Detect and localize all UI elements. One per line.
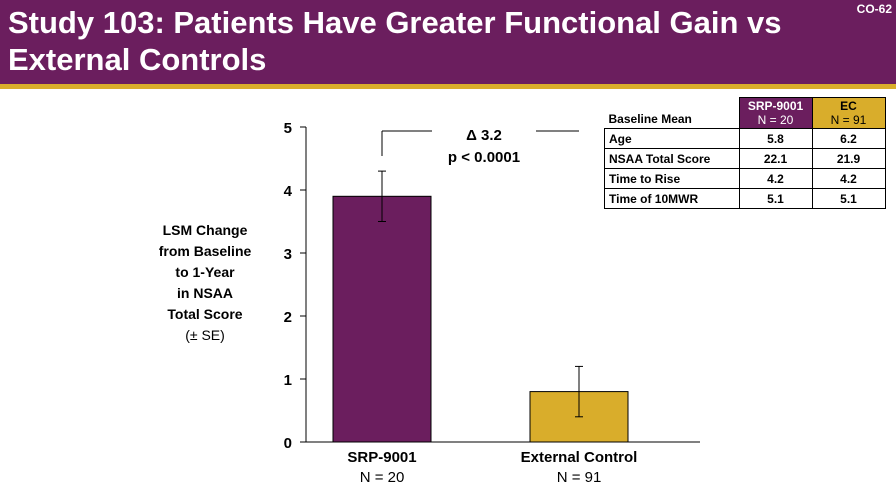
srp-value: 5.8: [738, 128, 813, 149]
y-axis-label-line: from Baseline: [158, 243, 252, 259]
slide-id: CO-62: [856, 2, 892, 16]
x-category-label: External Control: [521, 449, 638, 466]
table-header-ec: EC N = 91: [811, 97, 886, 129]
y-axis-label: LSM Change from Baseline to 1-Year in NS…: [120, 220, 290, 346]
y-ticks: 0 1 2 3 4 5: [284, 120, 306, 452]
table-row: Time of 10MWR 5.1 5.1: [604, 188, 886, 209]
table-header-row: Baseline Mean SRP-9001 N = 20 EC N = 91: [604, 97, 886, 129]
title-bar: Study 103: Patients Have Greater Functio…: [0, 0, 896, 84]
row-label: Time of 10MWR: [604, 188, 740, 209]
x-axis-labels: SRP-9001 N = 20 External Control N = 91: [347, 449, 637, 486]
slide-title: Study 103: Patients Have Greater Functio…: [8, 5, 782, 77]
row-label: Time to Rise: [604, 168, 740, 189]
baseline-table: Baseline Mean SRP-9001 N = 20 EC N = 91 …: [604, 97, 886, 209]
p-value-annotation: p < 0.0001: [448, 149, 520, 166]
y-tick-label: 4: [284, 183, 293, 200]
ec-value: 4.2: [811, 168, 886, 189]
column-n: N = 20: [757, 113, 794, 127]
y-tick-label: 3: [284, 246, 292, 263]
bars: [332, 195, 629, 443]
column-name: SRP-9001: [747, 99, 804, 113]
row-label: NSAA Total Score: [604, 148, 740, 169]
srp-value: 4.2: [738, 168, 813, 189]
y-axis-label-line: in NSAA: [177, 285, 233, 301]
y-tick-label: 0: [284, 435, 292, 452]
y-axis-label-line: Total Score: [167, 306, 243, 322]
delta-annotation: Δ 3.2: [466, 127, 502, 144]
y-tick-label: 2: [284, 309, 292, 326]
y-tick-label: 1: [284, 372, 292, 389]
bar-srp-9001: [332, 195, 432, 443]
srp-value: 5.1: [738, 188, 813, 209]
y-axis-label-line: to 1-Year: [175, 264, 235, 280]
x-category-n: N = 91: [557, 469, 602, 486]
x-category-n: N = 20: [360, 469, 405, 486]
column-name: EC: [840, 99, 857, 113]
table-row: Time to Rise 4.2 4.2: [604, 168, 886, 189]
header-divider: [0, 84, 896, 89]
ec-value: 6.2: [811, 128, 886, 149]
ec-value: 21.9: [811, 148, 886, 169]
column-n: N = 91: [830, 113, 867, 127]
table-header-label: Baseline Mean: [604, 97, 739, 129]
table-row: NSAA Total Score 22.1 21.9: [604, 148, 886, 169]
table-row: Age 5.8 6.2: [604, 128, 886, 149]
comparison-bracket: [381, 130, 579, 156]
ec-value: 5.1: [811, 188, 886, 209]
x-category-label: SRP-9001: [347, 449, 416, 466]
error-bars: [378, 170, 583, 418]
y-axis-label-note: (± SE): [185, 327, 225, 343]
table-header-srp: SRP-9001 N = 20: [738, 97, 813, 129]
y-axis-label-line: LSM Change: [162, 222, 248, 238]
row-label: Age: [604, 128, 740, 149]
y-tick-label: 5: [284, 120, 292, 137]
srp-value: 22.1: [738, 148, 813, 169]
